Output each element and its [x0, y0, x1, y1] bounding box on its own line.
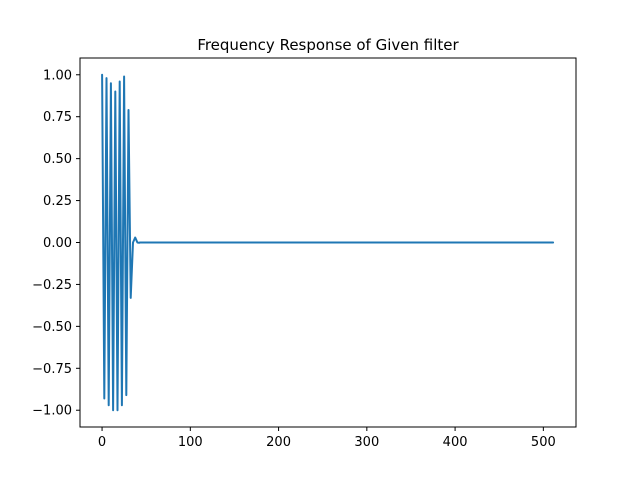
- y-tick-label: −0.25: [32, 278, 72, 293]
- x-axis-ticks: 0 100 200 300 400 500: [98, 427, 556, 450]
- y-tick-label: 0.50: [43, 152, 72, 167]
- y-tick-label: 0.75: [43, 110, 72, 125]
- y-tick-label: −1.00: [32, 404, 72, 419]
- x-tick-label: 300: [354, 435, 379, 450]
- x-tick-label: 500: [531, 435, 556, 450]
- x-tick-label: 200: [266, 435, 291, 450]
- chart-title: Frequency Response of Given filter: [197, 36, 459, 54]
- y-tick-label: −0.50: [32, 320, 72, 335]
- plot-area-frame: [79, 57, 577, 428]
- x-tick-label: 0: [98, 435, 106, 450]
- y-tick-label: −0.75: [32, 362, 72, 377]
- x-tick-label: 100: [178, 435, 203, 450]
- series-line: [101, 73, 555, 412]
- y-tick-label: 0.25: [43, 194, 72, 209]
- y-tick-label: 0.00: [43, 236, 72, 251]
- y-tick-label: 1.00: [43, 68, 72, 83]
- x-tick-label: 400: [443, 435, 468, 450]
- y-axis-ticks: 1.00 0.75 0.50 0.25 0.00 −0.25 −0.50 −0.75 −1.00: [32, 68, 80, 419]
